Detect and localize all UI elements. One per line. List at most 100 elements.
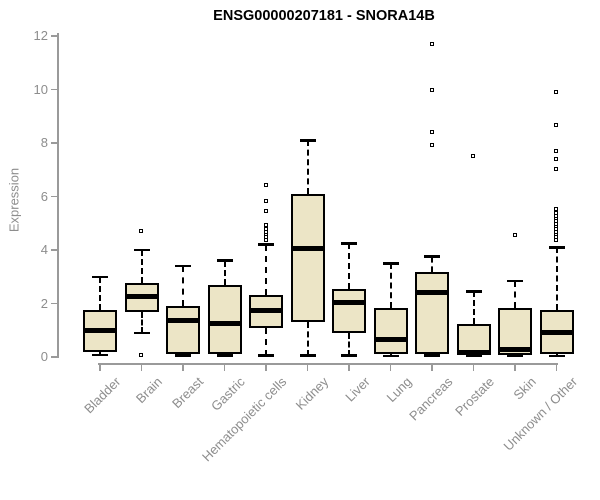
whisker-low-cap-breast [175,354,191,357]
y-tick-label-10: 10 [33,81,48,97]
whisker-low-cap-pancreas [424,354,440,357]
box-gastric [207,284,242,354]
box-pancreas [415,271,449,354]
whisker-high-cap-pancreas [424,255,440,258]
whisker-high-gastric [223,260,226,285]
median-hematopoietic-cells [251,308,281,314]
chart-title: ENSG00000207181 - SNORA14B [213,8,435,24]
whisker-high-cap-liver [341,242,357,245]
outlier-unknown-other-4 [554,167,558,172]
outlier-skin-0 [512,232,517,237]
y-tick-label-8: 8 [40,135,48,150]
whisker-low-kidney [306,322,309,356]
box-kidney [290,193,325,323]
whisker-high-cap-lung [382,262,399,265]
x-label-skin: Skin [510,374,539,403]
outlier-pancreas-3 [429,143,434,148]
median-lung [375,337,406,343]
whisker-low-cap-hematopoietic-cells [258,354,274,357]
whisker-high-prostate [472,291,475,324]
whisker-low-bladder [99,351,101,355]
whisker-high-skin [514,280,516,308]
y-axis-line [57,33,59,358]
x-label-brain: Brain [133,374,166,407]
outlier-hematopoietic-cells-3 [263,223,268,228]
box-prostate [456,323,491,355]
whisker-low-cap-gastric [216,354,233,357]
median-breast [168,318,198,324]
whisker-low-cap-skin [507,354,523,358]
outlier-hematopoietic-cells-8 [263,238,268,243]
outlier-unknown-other-16 [554,238,558,243]
box-lung [373,307,408,355]
median-unknown-other [541,330,572,336]
whisker-high-cap-kidney [299,139,316,142]
median-prostate [458,350,489,356]
x-label-unknown-other: Unknown / Other [500,374,581,454]
whisker-high-cap-brain [133,248,150,252]
y-axis-tick [51,88,58,91]
outlier-unknown-other-2 [554,148,558,153]
median-liver [334,299,364,305]
median-kidney [292,246,323,252]
x-label-gastric: Gastric [208,374,249,414]
whisker-high-cap-breast [175,264,191,268]
x-label-pancreas: Pancreas [406,374,456,424]
whisker-high-unknown-other [555,247,558,311]
whisker-high-liver [348,243,350,289]
whisker-high-hematopoietic-cells [265,244,267,295]
y-tick-label-2: 2 [40,295,48,311]
outlier-hematopoietic-cells-2 [263,208,268,213]
whisker-high-cap-unknown-other [548,246,565,249]
outlier-pancreas-2 [429,129,434,134]
outlier-unknown-other-3 [554,156,558,161]
x-axis-tick [99,363,101,371]
median-bladder [85,327,115,333]
whisker-low-cap-lung [382,354,399,358]
x-label-lung: Lung [383,374,415,406]
whisker-high-cap-hematopoietic-cells [258,243,274,246]
x-label-kidney: Kidney [292,374,332,413]
x-axis-tick [223,363,226,371]
box-breast [166,306,200,354]
y-tick-label-0: 0 [40,349,48,364]
whisker-high-brain [140,250,143,284]
x-axis-tick [555,363,558,371]
x-label-breast: Breast [169,374,207,412]
x-axis-tick [348,363,350,371]
x-axis-tick [514,363,516,371]
whisker-high-lung [389,263,392,308]
whisker-high-cap-gastric [216,259,233,262]
outlier-prostate-0 [471,153,475,158]
y-tick-label-12: 12 [33,28,48,43]
y-tick-label-6: 6 [40,188,48,204]
whisker-high-cap-skin [507,279,523,282]
median-skin [500,347,530,353]
y-axis-tick [51,195,58,198]
x-axis-tick [431,363,433,371]
whisker-high-pancreas [431,256,433,272]
box-liver [332,288,366,333]
whisker-low-liver [348,332,350,356]
x-axis-tick [265,363,267,371]
whisker-low-cap-prostate [465,354,482,358]
whisker-high-cap-prostate [465,290,482,293]
whisker-low-hematopoietic-cells [265,327,267,356]
whisker-low-cap-kidney [299,354,316,357]
whisker-high-cap-bladder [92,275,108,278]
y-axis-tick [51,249,58,251]
whisker-high-breast [182,266,184,307]
box-skin [498,307,532,355]
x-axis-tick [472,363,475,371]
whisker-low-cap-unknown-other [548,354,565,358]
outlier-brain-1 [139,353,143,358]
whisker-low-cap-brain [133,331,150,335]
y-axis-tick [51,302,58,305]
outlier-unknown-other-5 [554,207,558,212]
whisker-low-brain [140,311,143,333]
outlier-brain-0 [139,228,143,233]
whisker-high-kidney [306,140,309,194]
whisker-high-bladder [99,276,101,311]
x-axis-tick [306,363,309,371]
y-tick-label-4: 4 [40,242,48,257]
